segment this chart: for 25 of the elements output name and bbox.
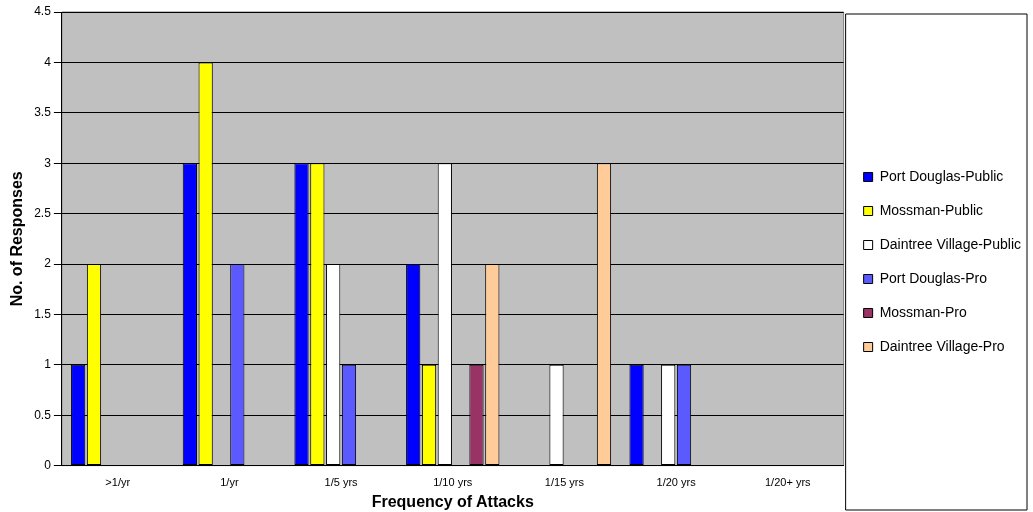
x-tick-label: >1/yr: [105, 476, 131, 489]
y-tick-label: 4: [44, 54, 52, 69]
y-tick-label: 3.5: [34, 105, 52, 120]
y-tick-label: 1.5: [34, 306, 52, 321]
legend-label: Daintree Village-Pro: [879, 337, 1005, 354]
y-tick-label: 4.5: [34, 4, 52, 19]
y-tick-label: 3: [44, 155, 52, 170]
legend-label: Mossman-Public: [879, 201, 984, 218]
x-axis-title: Frequency of Attacks: [371, 492, 534, 510]
x-tick-label: 1/20 yrs: [656, 476, 697, 489]
x-tick-label: 1/yr: [220, 476, 239, 489]
legend-label: Daintree Village-Public: [879, 235, 1021, 252]
x-tick-label: 1/10 yrs: [433, 476, 473, 489]
y-tick-label: 0.5: [34, 407, 52, 422]
y-tick-label: 0: [44, 457, 52, 472]
legend-label: Mossman-Pro: [879, 303, 967, 320]
x-tick-label: 1/20+ yrs: [765, 476, 812, 489]
y-tick-label: 2.5: [34, 205, 52, 220]
y-tick-label: 1: [44, 357, 52, 372]
legend-label: Port Douglas-Public: [879, 167, 1004, 184]
y-axis-title: No. of Responses: [8, 171, 26, 307]
x-tick-label: 1/5 yrs: [324, 476, 359, 489]
x-tick-label: 1/15 yrs: [544, 476, 585, 489]
y-tick-label: 2: [44, 256, 52, 271]
legend-label: Port Douglas-Pro: [879, 269, 988, 286]
